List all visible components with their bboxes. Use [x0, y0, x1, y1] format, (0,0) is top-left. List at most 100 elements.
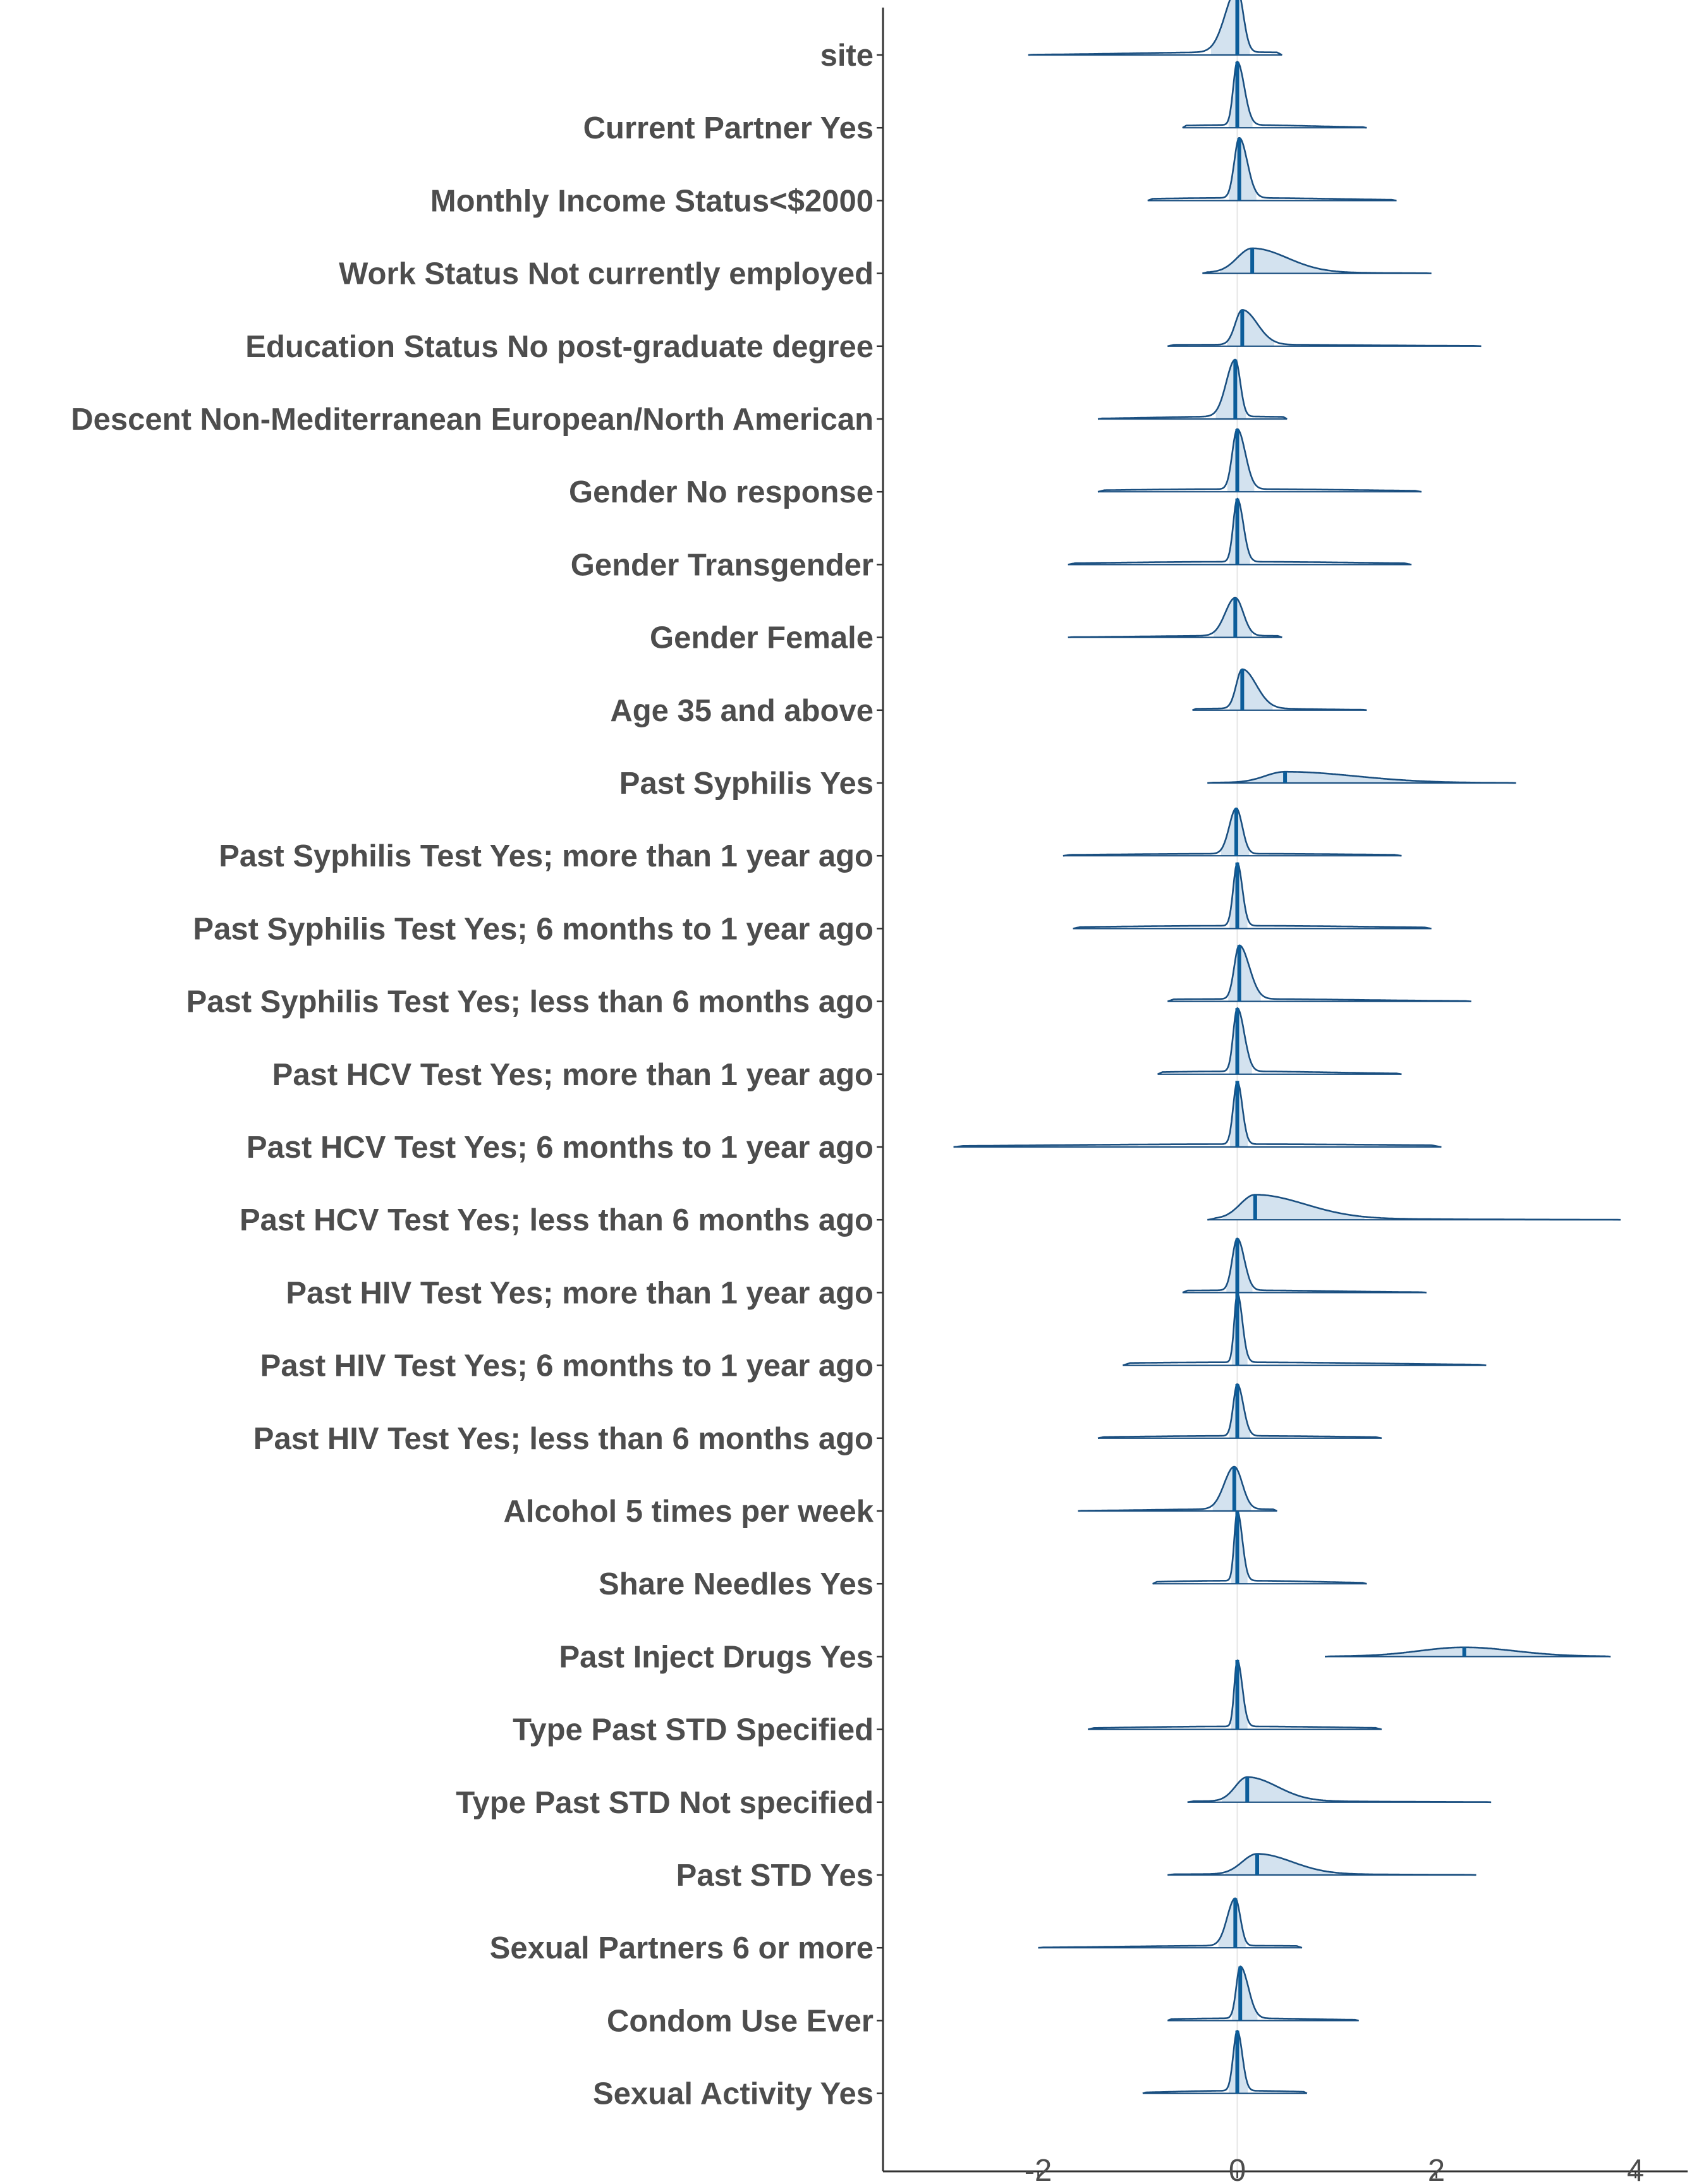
ridge-4 — [1202, 247, 1432, 274]
y-axis-label: Gender Female — [650, 621, 874, 655]
ridge-interval-fill — [1214, 597, 1252, 638]
y-axis-label: Current Partner Yes — [583, 111, 874, 145]
y-axis-label: Past Syphilis Test Yes; 6 months to 1 ye… — [193, 912, 874, 946]
ridge-27 — [1038, 1897, 1303, 1949]
ridge-density-curve — [1038, 1897, 1303, 1949]
ridge-29 — [1142, 2030, 1308, 2094]
ridge-density-curve — [1028, 0, 1282, 56]
ridge-interval-fill — [1225, 1853, 1334, 1875]
y-axis-label: Condom Use Ever — [607, 2004, 874, 2038]
y-axis-label: Share Needles Yes — [599, 1567, 874, 1601]
axes — [877, 8, 1688, 2173]
ridge-25 — [1187, 1776, 1492, 1804]
ridge-interval-fill — [1222, 1194, 1365, 1220]
ridge-3 — [1147, 137, 1397, 202]
ridge-interval-fill — [1226, 1238, 1253, 1293]
ridge-13 — [1073, 862, 1432, 930]
ridge-density-curve — [953, 1081, 1442, 1148]
ridge-28 — [1167, 1965, 1359, 2022]
y-axis-label: Past HIV Test Yes; more than 1 year ago — [286, 1276, 874, 1310]
ridge-density-curve — [1087, 1659, 1382, 1730]
ridge-interval-fill — [1365, 1647, 1574, 1657]
ridge-interval-fill — [1232, 1966, 1258, 2021]
ridge-11 — [1207, 770, 1516, 784]
ridge-15 — [1157, 1007, 1402, 1076]
ridge-5 — [1167, 309, 1482, 348]
ridge-21 — [1078, 1465, 1277, 1512]
x-tick-label: 2 — [1428, 2154, 1445, 2184]
ridge-interval-fill — [1212, 1467, 1251, 1511]
ridge-density-curve — [1147, 137, 1397, 202]
ridge-23 — [1325, 1646, 1611, 1658]
ridge-8 — [1068, 497, 1412, 566]
ridge-interval-fill — [1222, 1777, 1312, 1802]
y-axis-label: Type Past STD Not specified — [456, 1786, 874, 1820]
ridge-19 — [1123, 1292, 1487, 1366]
y-axis-label: Past HCV Test Yes; 6 months to 1 year ag… — [247, 1131, 874, 1165]
ridge-density-curve — [1142, 2030, 1308, 2094]
y-axis-label: Type Past STD Specified — [513, 1713, 874, 1747]
ridge-density-curve — [1068, 497, 1412, 566]
ridge-interval-fill — [1227, 310, 1274, 346]
ridge-18 — [1182, 1237, 1427, 1294]
y-axis-label: Past HIV Test Yes; less than 6 months ag… — [253, 1422, 874, 1456]
ridge-density-curve — [1097, 358, 1288, 420]
ridge-interval-fill — [1241, 772, 1438, 783]
y-axis-label: site — [820, 39, 874, 73]
y-axis-label: Past Inject Drugs Yes — [559, 1640, 874, 1674]
ridge-interval-fill — [1220, 248, 1329, 274]
ridge-12 — [1063, 807, 1402, 857]
ridge-24 — [1087, 1659, 1382, 1730]
ridge-density-curve — [1325, 1646, 1611, 1658]
y-axis-label: Education Status No post-graduate degree — [245, 330, 874, 364]
y-axis-label: Past HCV Test Yes; less than 6 months ag… — [240, 1203, 874, 1237]
y-axis-label: Gender No response — [569, 475, 874, 509]
x-tick-label: 0 — [1229, 2154, 1246, 2184]
ridge-7 — [1097, 428, 1422, 493]
ridge-density-curve — [1073, 862, 1432, 930]
x-tick-label: 4 — [1627, 2154, 1644, 2184]
ridge-20 — [1097, 1383, 1382, 1440]
y-axis-label: Past HIV Test Yes; 6 months to 1 year ag… — [260, 1349, 874, 1383]
y-axis-label: Work Status Not currently employed — [339, 257, 874, 291]
ridge-14 — [1167, 944, 1471, 1002]
ridge-6 — [1097, 358, 1288, 420]
ridge-26 — [1167, 1853, 1477, 1876]
y-axis-label: Past HCV Test Yes; more than 1 year ago — [272, 1058, 874, 1092]
ridge-density-curve — [1123, 1292, 1487, 1366]
ridge-2 — [1182, 61, 1367, 129]
y-axis-labels: site Current Partner Yes Monthly Income St… — [71, 39, 874, 2111]
ridge-16 — [953, 1081, 1442, 1148]
x-tick-label: -2 — [1025, 2154, 1052, 2184]
y-axis-label: Alcohol 5 times per week — [504, 1495, 874, 1529]
y-axis-label: Sexual Activity Yes — [593, 2077, 874, 2111]
y-axis-label: Descent Non-Mediterranean European/North… — [71, 403, 874, 437]
ridge-interval-fill — [1210, 0, 1250, 55]
ridge-density-curve — [1157, 1007, 1402, 1076]
y-axis-label: Past Syphilis Test Yes; more than 1 year… — [219, 839, 874, 873]
y-axis-label: Age 35 and above — [610, 694, 874, 728]
ridge-1 — [1028, 0, 1282, 56]
ridge-density-curve — [1192, 668, 1367, 712]
y-axis-label: Past STD Yes — [676, 1859, 874, 1893]
ridge-density-curve — [1152, 1510, 1367, 1585]
ridge-density-curve — [1167, 944, 1471, 1002]
ridge-density-curve — [1182, 61, 1367, 129]
ridge-density-curve — [1167, 1965, 1359, 2022]
ridge-density-curve — [1182, 1237, 1427, 1294]
y-axis-label: Monthly Income Status<$2000 — [430, 184, 874, 218]
ridge-9 — [1068, 597, 1282, 638]
ridge-22 — [1152, 1510, 1367, 1585]
ridge-17 — [1207, 1194, 1621, 1221]
ridge-density-curve — [1063, 807, 1402, 857]
ridge-density-curve — [1167, 309, 1482, 348]
ridge-interval-fill — [1228, 945, 1261, 1002]
y-axis-label: Gender Transgender — [571, 548, 874, 582]
ridge-density-curve — [1097, 428, 1422, 493]
density-ridges — [953, 0, 1621, 2094]
x-axis-ticks: -2 0 2 4 — [1025, 2154, 1644, 2184]
y-axis-label: Sexual Partners 6 or more — [490, 1931, 874, 1965]
ridge-10 — [1192, 668, 1367, 712]
y-axis-label: Past Syphilis Test Yes; less than 6 mont… — [186, 985, 874, 1019]
